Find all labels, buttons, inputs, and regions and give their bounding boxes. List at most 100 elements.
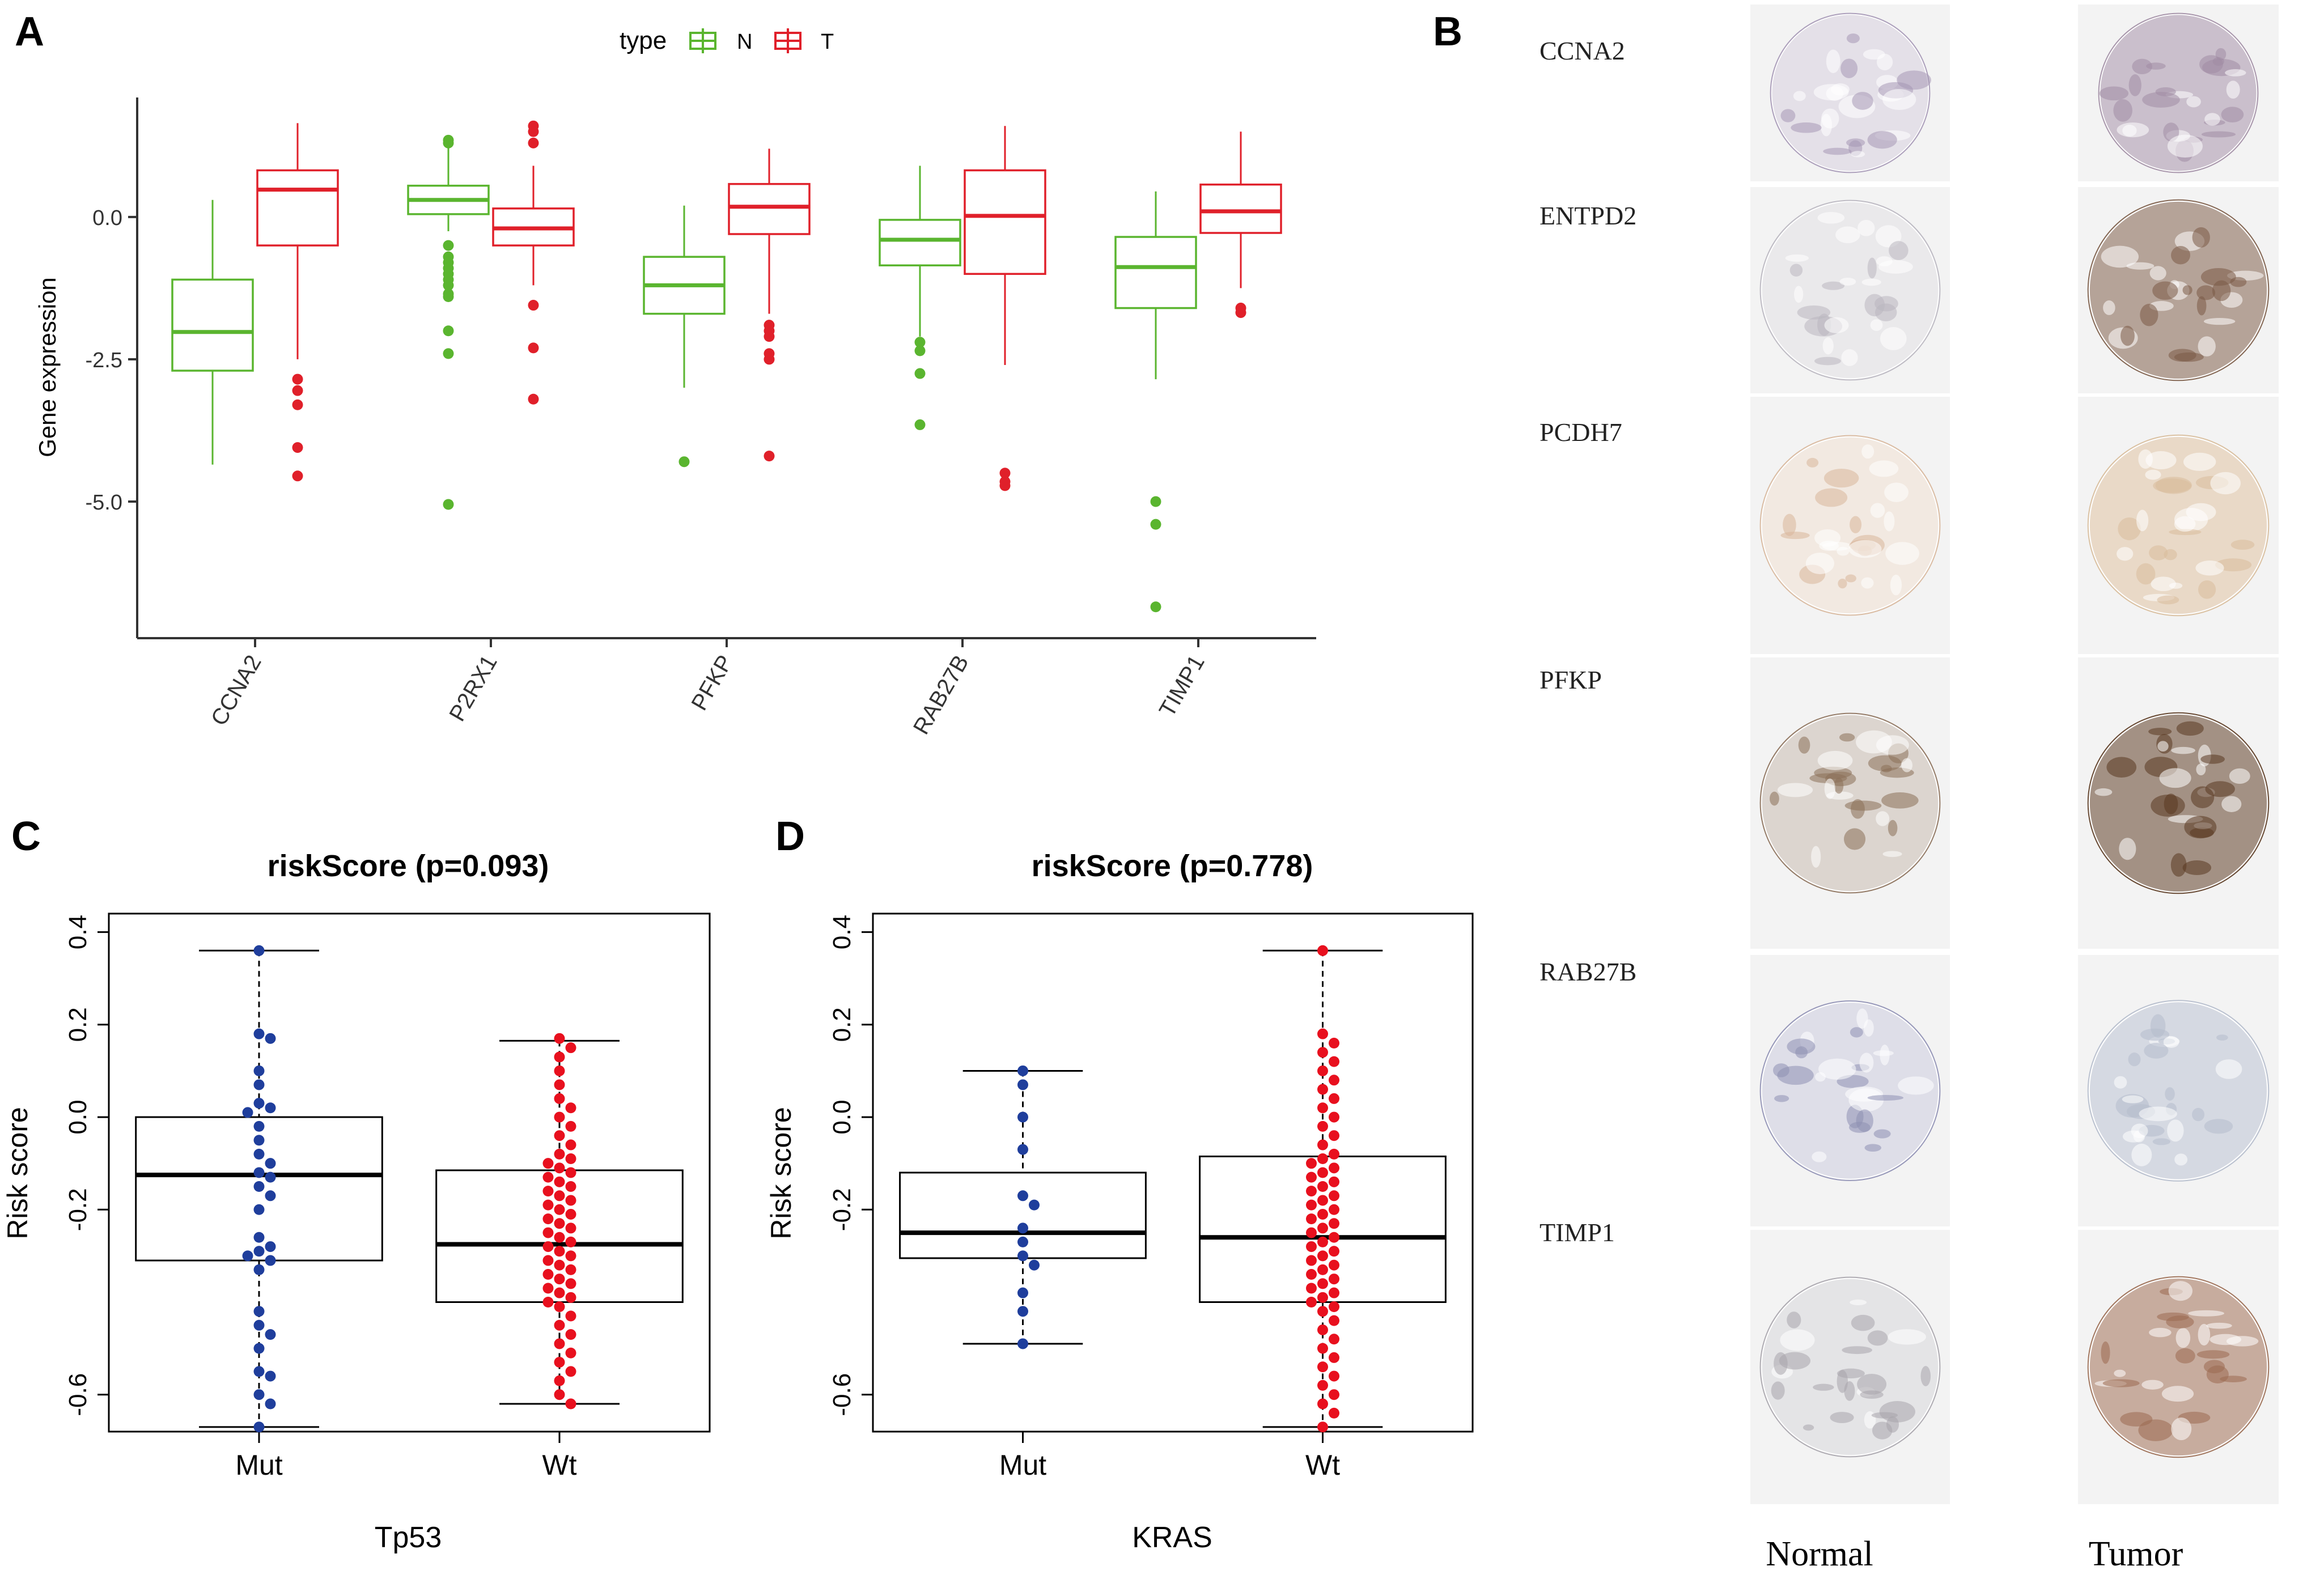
tissue-texture bbox=[2094, 788, 2113, 796]
tissue-texture bbox=[2128, 1052, 2141, 1067]
outlier-point bbox=[1150, 601, 1161, 613]
data-point bbox=[554, 1301, 565, 1313]
tissue-texture bbox=[1857, 219, 1875, 236]
panel-label-a: A bbox=[15, 9, 44, 54]
tissue-texture bbox=[2157, 1312, 2189, 1322]
tissue-texture bbox=[1818, 1058, 1856, 1080]
tissue-image-normal-pfkp bbox=[1750, 657, 1950, 949]
tissue-texture bbox=[1872, 1421, 1893, 1440]
tissue-texture bbox=[1815, 488, 1848, 507]
data-point bbox=[1017, 1065, 1028, 1076]
data-point bbox=[565, 1208, 576, 1220]
legend-key-normal bbox=[689, 28, 716, 53]
tissue-texture bbox=[2159, 768, 2191, 788]
tissue-grid: CCNA2 ENTPD2 PCDH7 PFKP RAB27B TIMP1 bbox=[1540, 5, 2279, 1504]
tissue-texture bbox=[2136, 510, 2149, 532]
data-point bbox=[1017, 1222, 1028, 1234]
data-point bbox=[565, 1181, 576, 1192]
x-tick-label-a: TIMP1 bbox=[1155, 651, 1210, 721]
tissue-texture bbox=[1848, 540, 1882, 558]
outlier-point bbox=[443, 348, 454, 359]
tissue-texture bbox=[1803, 1424, 1814, 1431]
tissue-texture bbox=[1885, 542, 1919, 565]
tissue-texture bbox=[2192, 227, 2210, 248]
data-point bbox=[1317, 1167, 1328, 1178]
data-point bbox=[1329, 1190, 1339, 1202]
data-point bbox=[1329, 1075, 1339, 1086]
tissue-texture bbox=[2144, 1043, 2169, 1059]
data-point bbox=[554, 1375, 565, 1386]
outlier-point bbox=[443, 291, 454, 302]
tissue-texture bbox=[2210, 472, 2241, 495]
tissue-image-normal-rab27b bbox=[1750, 955, 1950, 1226]
tissue-texture bbox=[1868, 755, 1902, 771]
tissue-texture bbox=[1791, 122, 1822, 133]
outlier-point bbox=[443, 325, 454, 337]
data-point bbox=[554, 1319, 565, 1331]
tissue-texture bbox=[2198, 580, 2216, 599]
y-tick-label-a: 0.0 bbox=[92, 206, 122, 230]
data-point bbox=[554, 1389, 565, 1400]
tissue-texture bbox=[2132, 58, 2152, 74]
tissue-texture bbox=[2106, 757, 2137, 778]
tissue-texture bbox=[1890, 575, 1902, 596]
data-point bbox=[1317, 1236, 1328, 1247]
tissue-texture bbox=[1822, 337, 1834, 355]
outlier-point bbox=[999, 480, 1011, 491]
data-point bbox=[265, 1398, 276, 1410]
data-point bbox=[565, 1042, 576, 1054]
tissue-texture bbox=[1867, 257, 1877, 279]
tissue-texture bbox=[1835, 226, 1860, 244]
outlier-point bbox=[764, 354, 775, 365]
box bbox=[171, 278, 254, 372]
outlier-point bbox=[443, 279, 454, 291]
tissue-texture bbox=[1787, 1311, 1801, 1328]
data-point bbox=[1317, 1120, 1328, 1132]
data-point bbox=[1329, 1352, 1339, 1363]
y-tick-label: -0.2 bbox=[828, 1188, 856, 1231]
tissue-texture bbox=[2102, 1379, 2140, 1387]
data-point bbox=[565, 1167, 576, 1178]
data-point bbox=[1317, 1222, 1328, 1234]
data-point bbox=[265, 1190, 276, 1202]
outlier-point bbox=[528, 126, 539, 137]
y-axis-label-a: Gene expression bbox=[34, 277, 61, 457]
outlier-point bbox=[914, 345, 926, 356]
panel-label-b: B bbox=[1433, 9, 1462, 54]
outlier-point bbox=[443, 499, 454, 510]
x-tick-label: Wt bbox=[542, 1449, 576, 1481]
box bbox=[1114, 236, 1197, 309]
tissue-texture bbox=[2188, 1310, 2224, 1317]
tissue-texture bbox=[2216, 1034, 2228, 1041]
tissue-texture bbox=[1870, 503, 1885, 518]
tissue-texture bbox=[2141, 1379, 2164, 1390]
y-tick-label: -0.6 bbox=[64, 1373, 92, 1416]
tissue-texture bbox=[1920, 1366, 1931, 1387]
data-point bbox=[1017, 1111, 1028, 1123]
tissue-texture bbox=[2157, 741, 2169, 752]
box bbox=[135, 1116, 383, 1262]
tissue-texture bbox=[1845, 574, 1856, 583]
tissue-texture bbox=[1777, 783, 1813, 797]
data-point bbox=[542, 1213, 554, 1225]
tissue-texture bbox=[2183, 452, 2216, 471]
tissue-texture bbox=[2196, 763, 2206, 776]
data-point bbox=[542, 1297, 554, 1307]
data-point bbox=[253, 1389, 265, 1400]
tissue-texture bbox=[2140, 303, 2158, 326]
data-point bbox=[1017, 1190, 1028, 1202]
data-point bbox=[542, 1158, 554, 1169]
box bbox=[728, 182, 811, 235]
data-point bbox=[253, 1079, 265, 1090]
column-label-tumor: Tumor bbox=[2089, 1535, 2183, 1573]
tissue-texture bbox=[1875, 296, 1898, 312]
tissue-texture bbox=[2149, 266, 2166, 281]
tissue-texture bbox=[2186, 503, 2216, 521]
tissue-texture bbox=[2101, 1341, 2110, 1364]
tissue-texture bbox=[2167, 134, 2203, 158]
y-tick-label: 0.0 bbox=[64, 1099, 92, 1134]
box bbox=[879, 219, 961, 266]
outlier-point bbox=[764, 331, 775, 342]
tissue-texture bbox=[2204, 113, 2220, 126]
